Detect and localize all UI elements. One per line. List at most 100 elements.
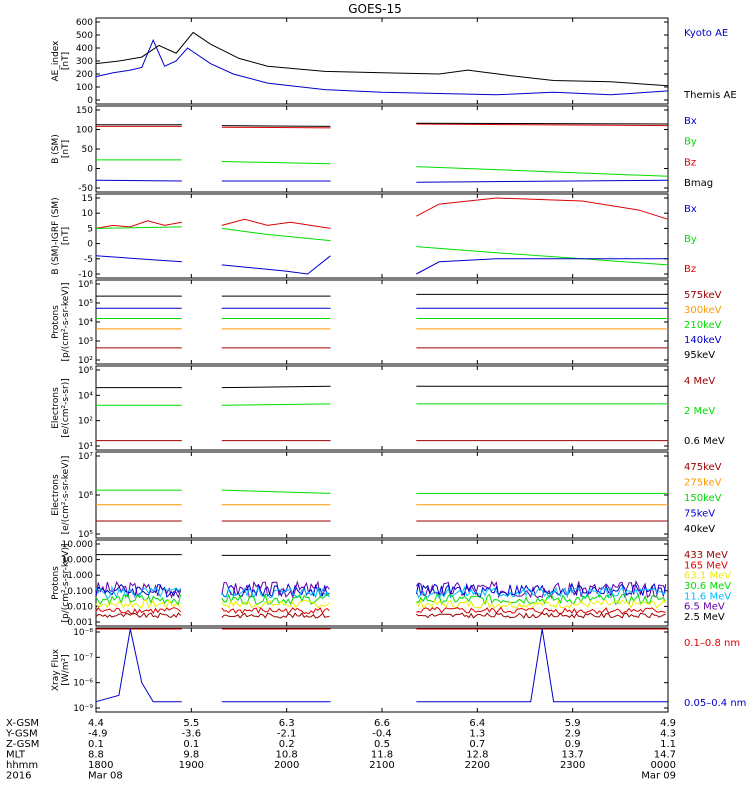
panel-frame: [95, 539, 669, 627]
y-tick-label: 10⁵: [78, 530, 93, 540]
y-tick-label: 0.001: [67, 618, 93, 628]
series-by: [221, 161, 331, 165]
ephemeris-value: 6.3: [279, 718, 295, 729]
ephemeris-value: 0.5: [374, 739, 390, 750]
ephemeris-value: -4.9: [88, 729, 108, 740]
series-bx: [416, 258, 668, 275]
ephemeris-value: 2000: [274, 760, 299, 771]
ephemeris-value: 11.8: [371, 750, 393, 761]
y-axis-label: [nT]: [61, 52, 71, 70]
y-tick-label: 0: [87, 96, 93, 106]
legend-entry: 6.5 MeV: [684, 602, 725, 613]
ephemeris-value: Mar 08: [88, 771, 123, 782]
legend-entry: By: [684, 234, 697, 245]
legend-entry: 300keV: [684, 305, 722, 316]
panel-2: B (SM) [nT] 150 100 50 0 -50 Bx By Bz Bmag: [51, 105, 713, 194]
series-bz: [221, 126, 331, 129]
y-tick-label: 10⁻⁶: [73, 679, 93, 689]
series-noise: [95, 607, 182, 615]
series-bx: [416, 179, 669, 183]
y-tick-label: 10⁻⁷: [73, 653, 93, 663]
y-axis-label: [e/(cm²-s-sr-keV)]: [61, 456, 71, 535]
ephemeris-value: -3.6: [182, 729, 202, 740]
legend-entry: Bz: [684, 157, 696, 168]
y-tick-label: -10: [78, 270, 93, 280]
legend-entry: By: [684, 137, 697, 148]
panel-3: B (SM)-IGRF (SM) [nT] 15 10 5 0 -5 -10 Bx By Bz: [51, 193, 697, 280]
ephemeris-value: 0.7: [469, 739, 485, 750]
ephemeris-value: 1900: [179, 760, 204, 771]
ephemeris-value: 1800: [88, 760, 113, 771]
panel-frame: [95, 627, 669, 713]
panel-frame: [95, 105, 669, 193]
legend-entry: 63.1 MeV: [684, 571, 731, 582]
y-tick-label: 10¹: [78, 442, 93, 452]
panel-4: Protons [p/(cm²-s-sr-keV)] 10⁶ 10⁵ 10⁴ 10³ 10²…: [51, 279, 722, 366]
y-axis-label: AE_index: [51, 40, 61, 82]
y-tick-label: 10⁻⁹: [73, 704, 93, 714]
legend-entry: Bmag: [684, 178, 713, 189]
panel-8: Xray Flux [W/m²] 10⁻⁸ 10⁻⁷ 10⁻⁶ 10⁻⁹ 0.1–0.8 n…: [51, 627, 746, 714]
legend-entry: 0.6 MeV: [684, 436, 725, 447]
legend-entry: 275keV: [684, 478, 722, 489]
ephemeris-value: 12.8: [466, 750, 488, 761]
y-tick-label: 10⁶: [78, 491, 93, 501]
y-tick-label: 10²: [78, 417, 93, 427]
series-noise: [416, 593, 667, 606]
series-by: [416, 166, 669, 177]
legend-entry: Bx: [684, 116, 697, 127]
series-by: [221, 227, 331, 242]
ephemeris-row-label: hhmm: [6, 760, 38, 771]
y-tick-label: 10⁵: [78, 299, 93, 309]
y-axis-label: Xray Flux: [51, 648, 61, 691]
legend-entry: 475keV: [684, 462, 722, 473]
y-axis-label: B (SM): [51, 134, 61, 164]
series-noise: [95, 585, 181, 599]
ephemeris-value: 0.1: [88, 739, 104, 750]
series-kyoto-ae: [95, 38, 669, 96]
ephemeris-value: 4.4: [88, 718, 104, 729]
ephemeris-value: 1.3: [469, 729, 485, 740]
y-tick-label: 0.010: [67, 602, 93, 612]
series-bz: [416, 197, 669, 220]
panel-1: AE_index [nT] 600 500 400 300 200 100 0 Kyoto AE T…: [51, 17, 737, 106]
legend-entry: 575keV: [684, 290, 722, 301]
ephemeris-row-label: MLT: [6, 750, 26, 761]
series-noise: [221, 612, 330, 619]
y-tick-label: 150: [76, 106, 93, 116]
series-bz: [95, 220, 182, 229]
ephemeris-value: 4.3: [660, 729, 676, 740]
legend-entry: 95keV: [684, 350, 715, 361]
ephemeris-value: 10.8: [276, 750, 298, 761]
y-tick-label: 0.100: [67, 587, 93, 597]
ephemeris-row-label: Z-GSM: [6, 739, 39, 750]
y-axis-label: [nT]: [61, 140, 71, 158]
ephemeris-value: 6.6: [374, 718, 390, 729]
ephemeris-value: -0.4: [372, 729, 392, 740]
y-tick-label: 50: [82, 145, 94, 155]
legend-entry: 2.5 MeV: [684, 612, 725, 623]
y-tick-label: -5: [84, 255, 93, 265]
y-tick-label: 5: [87, 224, 93, 234]
y-tick-label: 10⁶: [78, 280, 93, 290]
series-noise: [95, 580, 182, 599]
panel-6: Electrons [e/(cm²-s-sr-keV)] 10⁷ 10⁶ 10⁵ 475k…: [51, 451, 722, 540]
ephemeris-value: 13.7: [562, 750, 584, 761]
y-tick-label: 10⁷: [78, 452, 93, 462]
legend-entry: 140keV: [684, 335, 722, 346]
panel-frame: [95, 193, 669, 279]
y-tick-label: 500: [76, 31, 93, 41]
legend-entry: Bx: [684, 204, 697, 215]
legend-entry: Kyoto AE: [684, 28, 728, 39]
y-axis-label: Electrons: [51, 474, 61, 516]
y-tick-label: 1.000: [67, 571, 93, 581]
ephemeris-table: X-GSMY-GSMZ-GSMMLThhmm20164.4-4.90.18.81…: [5, 718, 676, 782]
series-noise: [221, 592, 330, 605]
legend-entry: 0.05–0.4 nm: [684, 698, 746, 709]
ephemeris-value: 0.2: [279, 739, 295, 750]
legend-entry: Themis AE: [683, 90, 737, 101]
series-noise: [221, 586, 330, 600]
series-bx: [95, 255, 182, 263]
ephemeris-value: 0.9: [565, 739, 581, 750]
y-tick-label: 100: [76, 126, 93, 136]
